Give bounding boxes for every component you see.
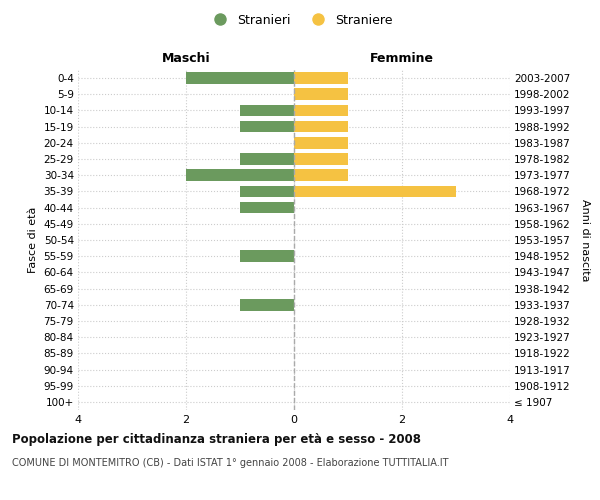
- Bar: [240, 202, 294, 213]
- Text: Maschi: Maschi: [161, 52, 211, 65]
- Bar: [186, 170, 294, 181]
- Y-axis label: Anni di nascita: Anni di nascita: [580, 198, 590, 281]
- Bar: [294, 137, 348, 148]
- Bar: [294, 121, 348, 132]
- Y-axis label: Fasce di età: Fasce di età: [28, 207, 38, 273]
- Legend: Stranieri, Straniere: Stranieri, Straniere: [202, 8, 398, 32]
- Bar: [240, 104, 294, 117]
- Bar: [294, 72, 348, 84]
- Bar: [240, 299, 294, 310]
- Text: Femmine: Femmine: [370, 52, 434, 65]
- Bar: [294, 186, 456, 198]
- Bar: [294, 104, 348, 117]
- Bar: [186, 72, 294, 84]
- Bar: [294, 153, 348, 165]
- Text: Popolazione per cittadinanza straniera per età e sesso - 2008: Popolazione per cittadinanza straniera p…: [12, 432, 421, 446]
- Bar: [294, 88, 348, 100]
- Bar: [240, 153, 294, 165]
- Bar: [294, 170, 348, 181]
- Bar: [240, 121, 294, 132]
- Bar: [240, 250, 294, 262]
- Text: COMUNE DI MONTEMITRO (CB) - Dati ISTAT 1° gennaio 2008 - Elaborazione TUTTITALIA: COMUNE DI MONTEMITRO (CB) - Dati ISTAT 1…: [12, 458, 449, 468]
- Bar: [240, 186, 294, 198]
